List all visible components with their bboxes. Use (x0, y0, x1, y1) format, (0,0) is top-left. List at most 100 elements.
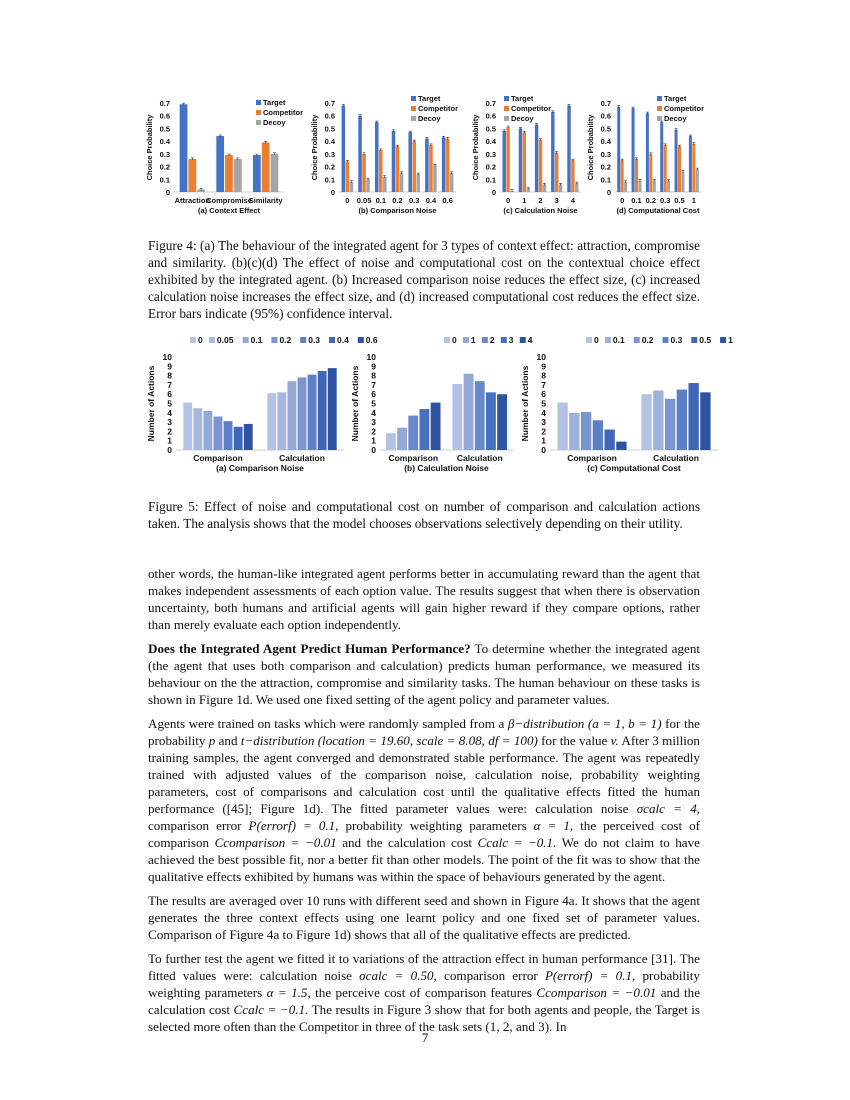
bar (193, 408, 203, 450)
y-tick-label: 0.2 (325, 163, 335, 172)
y-tick-label: 5 (167, 399, 172, 409)
figure4-chart-b: 0 0.1 0.2 0.3 0.4 0.5 0.6 0.7 Choice Probability… (305, 94, 460, 220)
legend-label: Decoy (418, 114, 441, 123)
bar (681, 171, 685, 192)
y-axis-label: Choice Probability (471, 114, 480, 181)
y-tick-label: 1 (167, 436, 172, 446)
legend-label: 4 (528, 335, 533, 345)
y-tick-label: 4 (371, 408, 376, 418)
bar (341, 105, 346, 192)
x-tick-label: 0.1 (376, 196, 386, 205)
p3-text-b: for the probability (148, 716, 700, 748)
y-tick-label: 0.1 (601, 175, 611, 184)
bar (358, 115, 362, 192)
bar (534, 124, 539, 192)
figure5-chart-b: 0 1 2 3 4 5 6 7 8 9 10 Number of Actions Comparison C… (350, 335, 533, 480)
legend-label: 0.6 (366, 335, 378, 345)
y-tick-label: 0.3 (325, 150, 335, 159)
bar (213, 416, 223, 450)
y-tick-label: 9 (167, 361, 172, 371)
legend-swatch (500, 337, 507, 343)
figure5-chart-a: 0 1 2 3 4 5 6 7 8 9 10 Number of Actions Comparison C… (146, 335, 378, 480)
legend-label: 1 (471, 335, 476, 345)
legend-label: Competitor (664, 104, 704, 113)
legend-label: 0.1 (613, 335, 625, 345)
bar (538, 139, 543, 192)
chart-svg: 0 0.1 0.2 0.3 0.4 0.5 0.6 0.7 Choice Probability… (310, 94, 458, 215)
bar (575, 183, 579, 192)
p3-math-3: t−distribution (location = 19.60, scale … (240, 733, 538, 748)
p3-text-h: the perceived cost of comparison (148, 818, 700, 850)
y-axis-label: Number of Actions (350, 365, 360, 441)
y-tick-label: 3 (541, 417, 546, 427)
x-tick-label: Similarity (249, 196, 284, 205)
y-tick-label: 0 (492, 188, 496, 197)
x-tick-label: 0.2 (392, 196, 402, 205)
bar (624, 181, 628, 192)
y-tick-label: 0.7 (601, 99, 611, 108)
bar (452, 383, 463, 450)
y-tick-label: 0.2 (486, 163, 496, 172)
bar (558, 184, 563, 192)
p3-math-7: α = 1, (533, 818, 574, 833)
y-tick-label: 0 (541, 445, 546, 455)
x-tick-label: 0 (506, 196, 510, 205)
bar (429, 144, 433, 192)
bar (445, 138, 450, 192)
legend-label: 0.3 (308, 335, 320, 345)
bar (449, 172, 454, 192)
figure4-caption: Figure 4: (a) The behaviour of the integ… (148, 238, 700, 321)
legend-swatch (504, 106, 509, 111)
y-tick-label: 2 (541, 426, 546, 436)
legend-swatch (657, 116, 662, 121)
legend-label: 1 (728, 335, 733, 345)
legend-swatch (604, 337, 611, 343)
p5-math-1: σcalc = 0.50, (359, 968, 437, 983)
p3-math-5: σcalc = 4, (636, 801, 701, 816)
body-text: other words, the human-like integrated a… (148, 565, 700, 1042)
legend-swatch (657, 106, 662, 111)
legend-label: 0.1 (251, 335, 263, 345)
bar (233, 426, 243, 450)
x-tick-label: 0.3 (660, 196, 670, 205)
y-tick-label: 0.4 (486, 137, 497, 146)
bar (664, 398, 676, 450)
legend-swatch (411, 106, 416, 111)
bar (197, 189, 206, 192)
legend-swatch (586, 337, 592, 343)
bar (179, 104, 188, 192)
legend-label: Competitor (418, 104, 458, 113)
y-tick-label: 0.6 (325, 112, 335, 121)
bar (408, 415, 419, 450)
y-tick-label: 0 (371, 445, 376, 455)
page-number: 7 (421, 1030, 429, 1045)
y-tick-label: 1 (371, 436, 376, 446)
bar (243, 423, 253, 450)
y-tick-label: 0.5 (486, 124, 496, 133)
legend-swatch (300, 337, 307, 343)
bar (383, 176, 387, 192)
y-tick-label: 3 (371, 417, 376, 427)
bar (327, 368, 337, 450)
legend-swatch (504, 116, 509, 121)
bar (441, 137, 446, 192)
p3-text-i: and the calculation cost (342, 835, 473, 850)
legend-label: 0.3 (671, 335, 683, 345)
y-tick-label: 6 (167, 389, 172, 399)
bar (604, 429, 615, 450)
y-tick-label: 0 (167, 445, 172, 455)
p5-text-a: To further test the agent we fitted it t… (148, 951, 700, 983)
y-tick-label: 9 (371, 361, 376, 371)
y-tick-label: 0.2 (160, 163, 170, 172)
bar (416, 174, 420, 192)
legend-label: Decoy (511, 114, 534, 123)
figure4-chart-d: 0 0.1 0.2 0.3 0.4 0.5 0.6 0.7 Choice Probability… (585, 94, 705, 220)
y-axis-label: Number of Actions (520, 365, 530, 441)
legend-label: 0.4 (337, 335, 349, 345)
x-tick-label: 0.5 (674, 196, 684, 205)
y-tick-label: 0 (607, 188, 611, 197)
bar (557, 402, 568, 450)
y-tick-label: 0.3 (160, 150, 170, 159)
x-tick-label: 0.6 (442, 196, 452, 205)
